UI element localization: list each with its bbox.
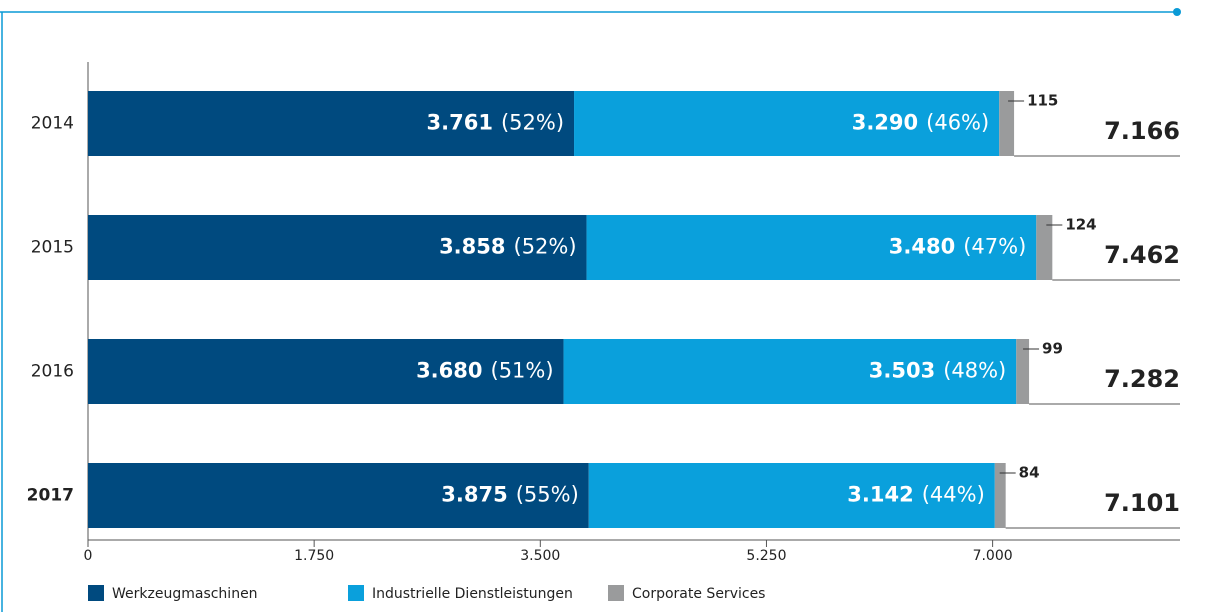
x-tick-label: 7.000 bbox=[973, 548, 1013, 564]
value-label: 3.142 (44%) bbox=[847, 483, 984, 507]
bar-segment bbox=[88, 215, 587, 280]
value-label: 3.875 (55%) bbox=[441, 483, 579, 507]
value-number: 3.858 bbox=[439, 235, 505, 259]
total-label: 7.101 bbox=[1104, 489, 1180, 517]
y-tick-label: 2014 bbox=[31, 114, 74, 134]
legend-swatch bbox=[348, 585, 364, 601]
value-number: 3.290 bbox=[852, 111, 918, 135]
bar-segment bbox=[88, 463, 589, 528]
value-share: (44%) bbox=[922, 483, 985, 507]
total-label: 7.462 bbox=[1104, 241, 1180, 269]
legend-label: Werkzeugmaschinen bbox=[112, 586, 258, 602]
bar-segment bbox=[588, 463, 995, 528]
value-share: (47%) bbox=[963, 235, 1026, 259]
value-share: (48%) bbox=[943, 359, 1006, 383]
value-number: 3.142 bbox=[847, 483, 913, 507]
x-tick-label: 3.500 bbox=[520, 548, 560, 564]
value-label: 3.480 (47%) bbox=[889, 235, 1027, 259]
value-label: 124 bbox=[1065, 216, 1096, 234]
value-number: 3.480 bbox=[889, 235, 955, 259]
value-label: 3.680 (51%) bbox=[416, 359, 554, 383]
bar-segment bbox=[586, 215, 1037, 280]
bar-segment bbox=[1016, 339, 1030, 404]
frame-dot bbox=[1173, 8, 1181, 16]
x-tick-label: 5.250 bbox=[746, 548, 786, 564]
bar-segment bbox=[999, 91, 1015, 156]
bar-segment bbox=[994, 463, 1006, 528]
value-share: (51%) bbox=[491, 359, 554, 383]
value-label: 115 bbox=[1027, 92, 1058, 110]
bar-segment bbox=[88, 91, 575, 156]
value-label: 3.761 (52%) bbox=[427, 111, 565, 135]
value-number: 3.875 bbox=[441, 483, 507, 507]
total-label: 7.282 bbox=[1104, 365, 1180, 393]
value-label: 3.503 (48%) bbox=[869, 359, 1007, 383]
value-label: 3.290 (46%) bbox=[852, 111, 990, 135]
x-tick-label: 1.750 bbox=[294, 548, 334, 564]
legend-label: Industrielle Dienstleistungen bbox=[372, 586, 573, 602]
value-number: 3.761 bbox=[427, 111, 493, 135]
bar-segment bbox=[563, 339, 1017, 404]
value-number: 3.503 bbox=[869, 359, 935, 383]
value-label: 3.858 (52%) bbox=[439, 235, 577, 259]
legend-label: Corporate Services bbox=[632, 586, 765, 602]
value-share: (52%) bbox=[501, 111, 564, 135]
value-label: 99 bbox=[1042, 340, 1063, 358]
legend-swatch bbox=[88, 585, 104, 601]
total-label: 7.166 bbox=[1104, 117, 1180, 145]
value-share: (46%) bbox=[926, 111, 989, 135]
y-tick-label: 2015 bbox=[31, 238, 74, 258]
y-tick-label: 2017 bbox=[27, 486, 74, 506]
value-number: 3.680 bbox=[416, 359, 482, 383]
bar-segment bbox=[1036, 215, 1053, 280]
value-share: (52%) bbox=[514, 235, 577, 259]
bar-segment bbox=[88, 339, 564, 404]
value-share: (55%) bbox=[516, 483, 579, 507]
bar-segment bbox=[574, 91, 1000, 156]
value-label: 84 bbox=[1019, 464, 1040, 482]
x-tick-label: 0 bbox=[84, 548, 93, 564]
legend-swatch bbox=[608, 585, 624, 601]
y-tick-label: 2016 bbox=[31, 362, 74, 382]
